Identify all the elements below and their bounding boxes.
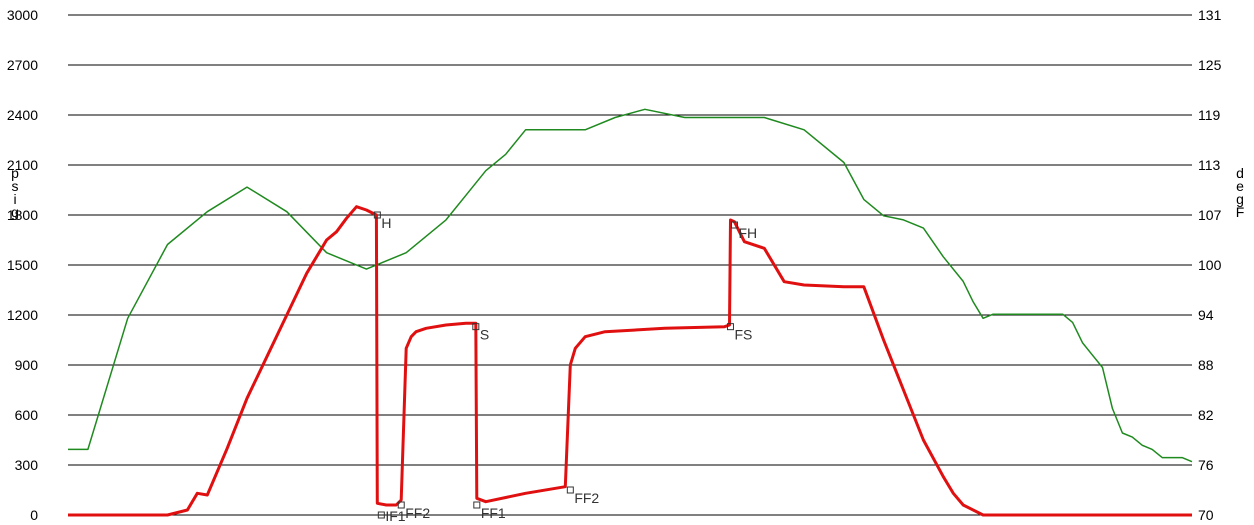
- event-marker-label: FF2: [405, 505, 430, 521]
- event-marker-box: [377, 511, 385, 519]
- event-marker-label: H: [381, 215, 391, 231]
- event-marker-label: FF1: [481, 505, 506, 521]
- event-marker-box: [566, 486, 574, 494]
- left-tick-label: 0: [30, 507, 38, 523]
- left-tick-label: 600: [15, 407, 39, 423]
- right-tick-label: 113: [1198, 157, 1221, 173]
- right-axis-label-letter: g: [1236, 191, 1244, 207]
- right-tick-label: 125: [1198, 57, 1222, 73]
- right-tick-label: 88: [1198, 357, 1214, 373]
- event-marker: FF2: [397, 501, 430, 521]
- event-marker-box: [472, 323, 480, 331]
- left-tick-label: 300: [15, 457, 39, 473]
- left-tick-label: 1800: [7, 207, 38, 223]
- event-marker: FF1: [473, 501, 506, 521]
- right-axis-label-letter: d: [1236, 165, 1244, 181]
- left-tick-label: 900: [15, 357, 39, 373]
- event-marker-box: [397, 501, 405, 509]
- temperature-series-line: [68, 108, 1193, 463]
- event-marker-box: [726, 323, 734, 331]
- right-tick-label: 94: [1198, 307, 1214, 323]
- left-axis-label-letter: i: [13, 191, 16, 207]
- series-lines: [68, 108, 1193, 517]
- right-tick-label: 131: [1198, 7, 1222, 23]
- left-axis-label-letter: g: [11, 204, 19, 220]
- right-axis-ticks: 70 76 82 88 94 100 107 113 119 125 131: [1198, 7, 1222, 523]
- event-marker: S: [472, 323, 489, 343]
- right-tick-label: 107: [1198, 207, 1222, 223]
- right-axis-label-letter: e: [1236, 178, 1244, 194]
- left-axis-label-letter: s: [12, 178, 19, 194]
- left-axis-label-letter: p: [11, 165, 19, 181]
- event-marker-box: [730, 221, 738, 229]
- left-tick-label: 1200: [7, 307, 38, 323]
- event-marker: IF1: [377, 508, 406, 524]
- left-tick-label: 1500: [7, 257, 38, 273]
- event-marker-label: FH: [738, 225, 757, 241]
- right-tick-label: 119: [1198, 107, 1221, 123]
- gridlines: [68, 14, 1192, 516]
- right-tick-label: 100: [1198, 257, 1222, 273]
- event-marker: H: [373, 211, 391, 231]
- event-marker-label: FS: [734, 327, 752, 343]
- right-tick-label: 82: [1198, 407, 1214, 423]
- pressure-series-line: [68, 205, 1192, 517]
- event-marker-label: IF1: [385, 508, 405, 524]
- event-marker: FH: [730, 221, 757, 241]
- right-tick-label: 76: [1198, 457, 1214, 473]
- left-tick-label: 2100: [7, 157, 38, 173]
- event-marker-label: FF2: [574, 490, 599, 506]
- right-axis-label-letter: F: [1236, 204, 1245, 220]
- left-tick-label: 2400: [7, 107, 38, 123]
- right-tick-label: 70: [1198, 507, 1214, 523]
- left-tick-label: 3000: [7, 7, 38, 23]
- left-axis-ticks: 0 300 600 900 1200 1500 1800 2100 2400 2700 3000: [7, 7, 38, 523]
- left-tick-label: 2700: [7, 57, 38, 73]
- event-marker-box: [473, 501, 481, 509]
- event-marker-label: S: [480, 327, 489, 343]
- event-marker-box: [373, 211, 381, 219]
- event-marker: FS: [726, 323, 752, 343]
- event-marker: FF2: [566, 486, 599, 506]
